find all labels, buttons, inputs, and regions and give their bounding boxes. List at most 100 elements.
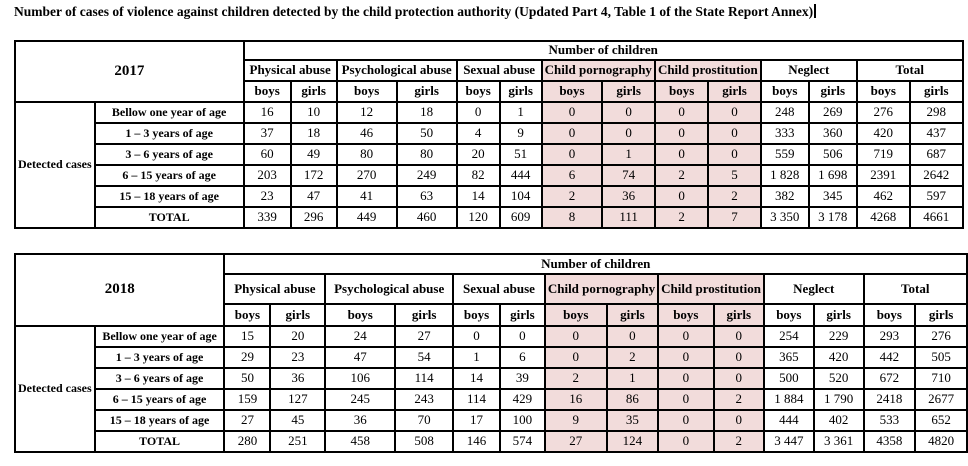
value-cell: 2	[707, 185, 762, 208]
value-cell: 0	[712, 325, 765, 348]
value-cell: 269	[807, 101, 858, 124]
value-cell: 9	[498, 122, 543, 145]
category-header: Child prostitution	[657, 273, 765, 305]
subheader-girls: girls	[914, 303, 968, 327]
value-cell: 402	[812, 409, 865, 432]
value-cell: 47	[289, 185, 338, 208]
value-cell: 12	[335, 101, 398, 124]
value-cell: 6	[540, 164, 604, 187]
subheader-boys: boys	[762, 303, 815, 327]
value-cell: 74	[601, 164, 656, 187]
table-row: 1 – 3 years of age 29 23 47 54 1 6 0 2 0 0 365 420 44…	[15, 346, 968, 369]
subheader-girls: girls	[807, 80, 858, 103]
category-header: Psychological abuse	[324, 273, 455, 305]
value-cell: 420	[812, 346, 865, 369]
value-cell: 0	[452, 325, 501, 348]
value-cell: 104	[498, 185, 543, 208]
age-label: Bellow one year of age	[93, 325, 226, 348]
value-cell: 18	[395, 101, 458, 124]
table-row: 15 – 18 years of age 27 45 36 70 17 100 9 35 0 0 44…	[15, 409, 968, 432]
cases-table-2018: 2018 Number of children Physical abuse Psyc…	[13, 253, 968, 453]
value-cell: 4	[455, 122, 501, 145]
subheader-boys: boys	[452, 303, 501, 327]
age-label: Bellow one year of age	[93, 101, 245, 124]
year-cell: 2018	[13, 253, 226, 327]
value-cell: 2	[653, 206, 710, 229]
value-cell: 533	[862, 409, 917, 432]
value-cell: 0	[653, 143, 710, 166]
value-cell: 1 790	[812, 388, 865, 411]
value-cell: 35	[605, 409, 660, 432]
value-cell: 0	[653, 185, 710, 208]
number-of-children-header: Number of children	[242, 40, 964, 61]
value-cell: 710	[914, 367, 968, 390]
table-row: 15 – 18 years of age 23 47 41 63 14 104 2 36 0 2 38…	[15, 185, 964, 208]
value-cell: 0	[540, 143, 604, 166]
value-cell: 508	[394, 430, 455, 453]
value-cell: 70	[394, 409, 455, 432]
value-cell: 2	[605, 346, 660, 369]
value-cell: 14	[452, 367, 501, 390]
age-label: 3 – 6 years of age	[93, 143, 245, 166]
table-row: TOTAL 339 296 449 460 120 609 8 111 2 7 3 350 3 178 4…	[15, 206, 964, 229]
subheader-boys: boys	[335, 80, 398, 103]
value-cell: 14	[455, 185, 501, 208]
document-title-text: Number of cases of violence against chil…	[14, 4, 814, 19]
value-cell: 0	[657, 388, 715, 411]
value-cell: 6	[498, 346, 546, 369]
category-header: Child pornography	[543, 273, 660, 305]
value-cell: 16	[543, 388, 608, 411]
value-cell: 0	[540, 122, 604, 145]
value-cell: 159	[223, 388, 272, 411]
subheader-girls: girls	[498, 303, 546, 327]
value-cell: 10	[289, 101, 338, 124]
value-cell: 3 447	[762, 430, 815, 453]
value-cell: 382	[759, 185, 810, 208]
value-cell: 420	[855, 122, 911, 145]
value-cell: 0	[455, 101, 501, 124]
value-cell: 100	[498, 409, 546, 432]
value-cell: 60	[242, 143, 292, 166]
year-cell: 2017	[14, 40, 245, 103]
value-cell: 652	[914, 409, 968, 432]
value-cell: 127	[269, 388, 327, 411]
value-cell: 345	[807, 185, 858, 208]
value-cell: 672	[862, 367, 917, 390]
value-cell: 254	[762, 325, 815, 348]
table-row: Detected cases Bellow one year of age 16 10…	[14, 101, 964, 229]
table-row: Detected cases Bellow one year of age 15 20…	[14, 325, 968, 453]
value-cell: 120	[455, 206, 501, 229]
value-cell: 45	[269, 409, 327, 432]
subheader-girls: girls	[269, 303, 327, 327]
value-cell: 0	[657, 346, 715, 369]
category-header: Physical abuse	[223, 273, 327, 305]
document-title: Number of cases of violence against chil…	[14, 4, 816, 20]
value-cell: 460	[395, 206, 458, 229]
value-cell: 54	[394, 346, 455, 369]
age-label: 15 – 18 years of age	[93, 185, 245, 208]
value-cell: 1 828	[759, 164, 810, 187]
value-cell: 1	[605, 367, 660, 390]
age-label: 6 – 15 years of age	[93, 388, 226, 411]
value-cell: 9	[543, 409, 608, 432]
age-label: 6 – 15 years of age	[93, 164, 245, 187]
value-cell: 251	[269, 430, 327, 453]
subheader-girls: girls	[601, 80, 656, 103]
value-cell: 2	[540, 185, 604, 208]
age-label: 1 – 3 years of age	[93, 122, 245, 145]
value-cell: 0	[605, 325, 660, 348]
value-cell: 0	[657, 430, 715, 453]
value-cell: 203	[242, 164, 292, 187]
value-cell: 39	[498, 367, 546, 390]
value-cell: 0	[657, 367, 715, 390]
value-cell: 18	[289, 122, 338, 145]
subheader-boys: boys	[324, 303, 397, 327]
value-cell: 0	[707, 122, 762, 145]
value-cell: 500	[762, 367, 815, 390]
value-cell: 0	[707, 101, 762, 124]
value-cell: 0	[653, 101, 710, 124]
subheader-boys: boys	[223, 303, 272, 327]
table-row: 3 – 6 years of age 50 36 106 114 14 39 2 1 0 0 500 5…	[15, 367, 968, 390]
value-cell: 23	[242, 185, 292, 208]
subheader-girls: girls	[394, 303, 455, 327]
